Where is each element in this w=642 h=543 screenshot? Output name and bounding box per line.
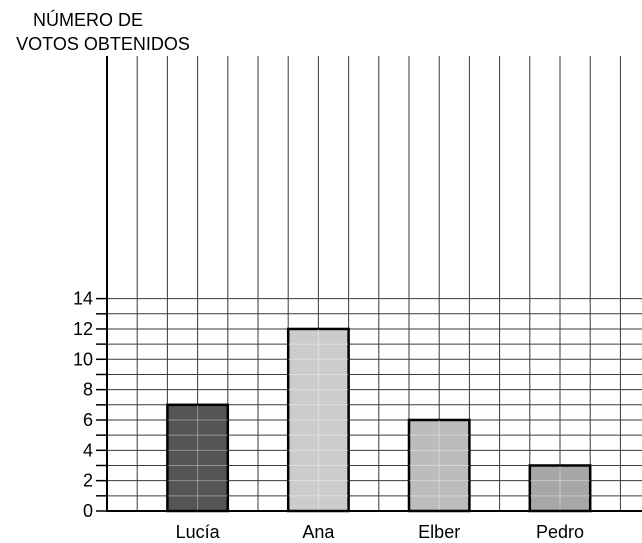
y-tick-label: 2 [83, 471, 93, 491]
category-label-3: Pedro [536, 522, 584, 542]
y-axis-label-line-2: VOTOS OBTENIDOS [16, 34, 190, 54]
category-label-0: Lucía [176, 522, 221, 542]
axes [106, 56, 642, 512]
bar-0 [166, 403, 230, 513]
y-tick-label: 8 [83, 380, 93, 400]
y-axis-label-line-1: NÚMERO DE [33, 9, 143, 30]
y-ticks: 0 2 4 6 8 10 12 14 [73, 289, 107, 521]
y-tick-label: 6 [83, 410, 93, 430]
bars [166, 327, 592, 513]
y-tick-label: 12 [73, 319, 93, 339]
y-tick-label: 4 [83, 440, 93, 460]
bar-1 [286, 327, 350, 513]
y-tick-label: 10 [73, 349, 93, 369]
category-label-1: Ana [302, 522, 335, 542]
bar-3 [528, 464, 592, 513]
y-tick-label: 14 [73, 289, 93, 309]
x-categories: Lucía Ana Elber Pedro [176, 522, 584, 542]
y-tick-label: 0 [83, 501, 93, 521]
category-label-2: Elber [418, 522, 460, 542]
